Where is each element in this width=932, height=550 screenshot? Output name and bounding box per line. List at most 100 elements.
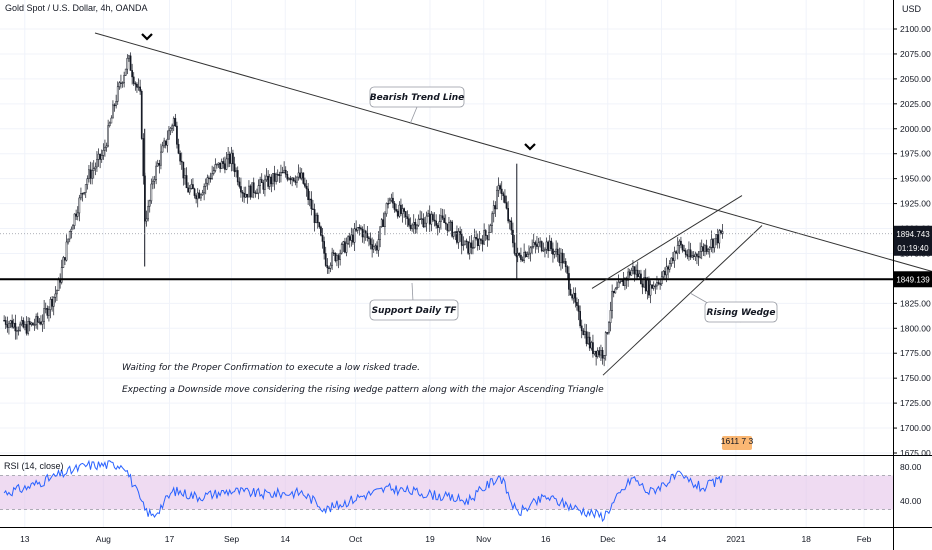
candle-body: [424, 222, 426, 227]
candle-body: [473, 237, 476, 248]
candle-body: [380, 219, 383, 227]
candle-body: [46, 308, 49, 316]
logo-badge-text: 1611 7 3: [721, 436, 754, 446]
candle-body: [542, 250, 545, 252]
candle-body: [350, 234, 353, 241]
candle-body: [184, 175, 186, 179]
candle-body: [702, 246, 705, 252]
candle-body: [627, 271, 629, 281]
rsi-pane: [0, 459, 893, 523]
candle-body: [198, 192, 201, 199]
candle-body: [569, 289, 572, 296]
candle-body: [376, 245, 378, 251]
currency-label[interactable]: USD: [902, 4, 922, 14]
candle-body: [646, 280, 649, 292]
candle-body: [532, 242, 535, 247]
candle-body: [204, 182, 207, 187]
candle-body: [163, 140, 165, 147]
candle-body: [529, 247, 532, 254]
candle-body: [617, 281, 620, 288]
candle-body: [228, 153, 231, 164]
candle-body: [259, 179, 261, 186]
candle-body: [230, 152, 233, 164]
candle-body: [632, 266, 634, 271]
wedge-callout-box: [704, 301, 778, 323]
candle-body: [216, 164, 218, 166]
candle-body: [400, 204, 402, 215]
y-tick-label: 2050.00: [900, 74, 931, 84]
candle-body: [12, 322, 15, 328]
support-callout-label: Support Daily TF: [372, 306, 458, 316]
bearish-trend-line: [94, 32, 932, 272]
candle-body: [435, 220, 437, 226]
y-tick-label: 2100.00: [900, 24, 931, 34]
candle-body: [547, 241, 549, 252]
x-tick-label: Dec: [600, 534, 616, 544]
candle-body: [481, 240, 484, 245]
last-price-badge-bg: [894, 225, 932, 242]
candle-body: [112, 104, 114, 119]
candle-body: [134, 83, 137, 85]
candle-body: [203, 186, 205, 194]
candle-body: [593, 350, 596, 355]
candle-body: [600, 349, 602, 356]
candle-body: [155, 165, 157, 180]
candle-body: [452, 231, 455, 237]
rsi-tick-label: 80.00: [900, 462, 922, 472]
support-badge-label: 1849.139: [896, 275, 930, 284]
candle-body: [152, 180, 154, 185]
candle-body: [331, 252, 333, 266]
candle-body: [630, 270, 633, 276]
candle-body: [564, 261, 567, 268]
candle-body: [384, 213, 386, 227]
candle-body: [457, 231, 460, 243]
candle-body: [464, 240, 466, 246]
candle-body: [675, 251, 677, 254]
candle-body: [11, 320, 13, 328]
candle-body: [716, 234, 719, 244]
candle-body: [185, 175, 188, 189]
candle-body: [6, 324, 9, 328]
candle-body: [492, 205, 495, 215]
candle-body: [558, 254, 561, 263]
candle-body: [404, 211, 407, 218]
candle-body: [540, 241, 543, 251]
candle-body: [188, 188, 191, 193]
last-price-badge-label: 1894.743: [896, 230, 930, 239]
candle-body: [41, 320, 44, 325]
candle-body: [521, 259, 524, 261]
candle-body: [462, 244, 465, 246]
x-tick-label: Nov: [476, 534, 492, 544]
candle-body: [80, 193, 82, 199]
candle-body: [324, 253, 327, 266]
candle-body: [604, 332, 607, 356]
candle-body: [84, 184, 87, 193]
candle-body: [665, 266, 668, 276]
candle-body: [523, 251, 525, 261]
candle-body: [659, 283, 661, 285]
candle-body: [369, 238, 372, 245]
candle-body: [342, 241, 345, 245]
candle-body: [81, 193, 84, 195]
candle-body: [126, 57, 129, 70]
candle-body: [91, 170, 93, 179]
candle-body: [208, 177, 210, 179]
candle-body: [123, 75, 125, 84]
candle-body: [508, 220, 511, 222]
candle-body: [169, 128, 172, 132]
candle-body: [580, 325, 583, 332]
candle-body: [187, 187, 189, 193]
candle-body: [251, 182, 253, 198]
candle-body: [414, 222, 417, 230]
candle-body: [422, 218, 425, 227]
candle-body: [352, 234, 354, 243]
candle-body: [388, 199, 391, 204]
candle-body: [288, 178, 290, 180]
candle-body: [555, 248, 557, 252]
candle-body: [433, 219, 436, 222]
candle-body: [715, 234, 717, 240]
candle-body: [65, 241, 68, 261]
candle-body: [401, 208, 404, 215]
candle-body: [67, 238, 69, 243]
